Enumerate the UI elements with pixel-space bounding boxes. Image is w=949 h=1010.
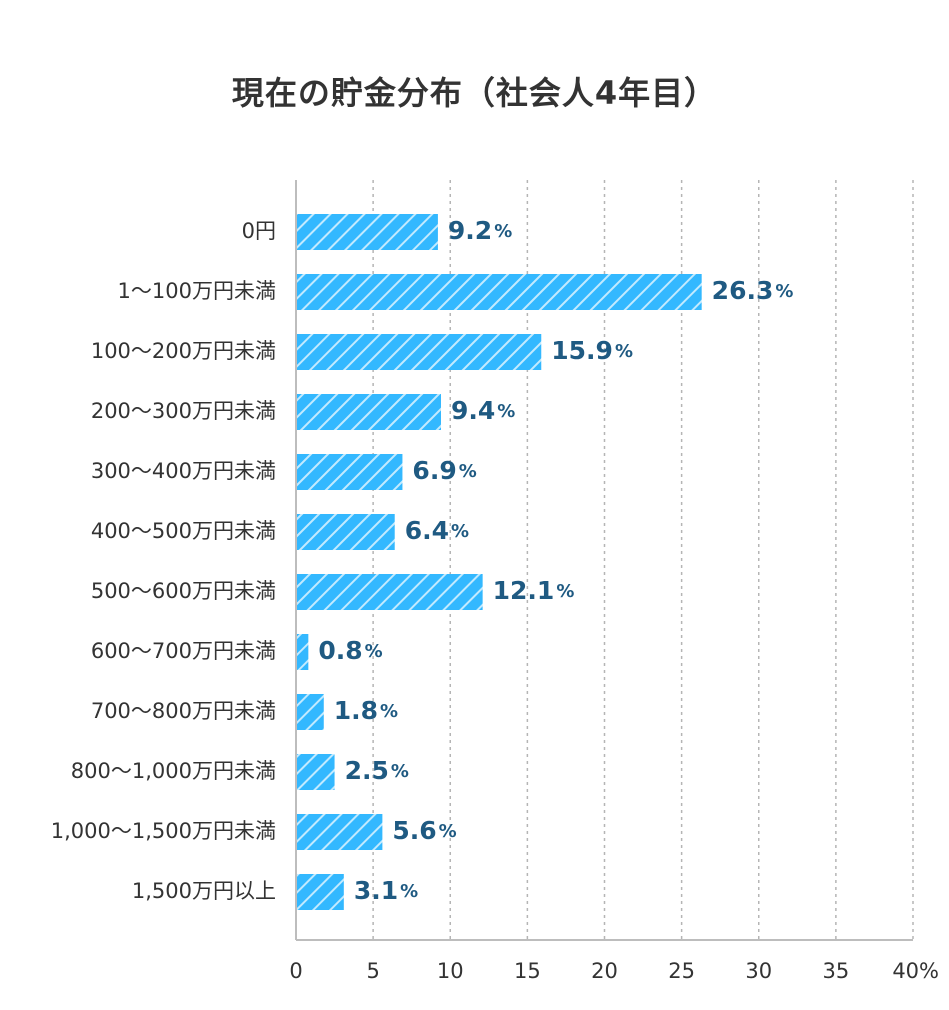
bar xyxy=(296,754,335,790)
value-label: 3.1% xyxy=(354,876,418,905)
category-label: 500〜600万円未満 xyxy=(91,579,276,603)
category-label: 1〜100万円未満 xyxy=(118,279,276,303)
x-tick-label: 25 xyxy=(668,959,695,983)
value-label: 9.2% xyxy=(448,216,512,245)
x-tick-label: 15 xyxy=(514,959,541,983)
category-label: 0円 xyxy=(242,219,276,243)
bar xyxy=(296,514,395,550)
bar xyxy=(296,694,324,730)
category-label: 300〜400万円未満 xyxy=(91,459,276,483)
value-label: 1.8% xyxy=(334,696,398,725)
bar xyxy=(296,274,702,310)
bar xyxy=(296,394,441,430)
category-label: 600〜700万円未満 xyxy=(91,639,276,663)
category-label: 1,000〜1,500万円未満 xyxy=(51,819,276,843)
category-label: 800〜1,000万円未満 xyxy=(71,759,276,783)
x-tick-label: 35 xyxy=(823,959,850,983)
x-tick-label: 0 xyxy=(289,959,302,983)
bar xyxy=(296,874,344,910)
value-label: 2.5% xyxy=(345,756,409,785)
category-label: 1,500万円以上 xyxy=(132,879,276,903)
axes xyxy=(295,180,913,941)
bar xyxy=(296,814,383,850)
x-tick-label: 30 xyxy=(745,959,772,983)
category-label: 100〜200万円未満 xyxy=(91,339,276,363)
value-label: 6.9% xyxy=(412,456,476,485)
bar xyxy=(296,574,483,610)
value-label: 9.4% xyxy=(451,396,515,425)
bar xyxy=(296,634,309,670)
category-label: 700〜800万円未満 xyxy=(91,699,276,723)
bar xyxy=(296,214,438,250)
bars xyxy=(296,214,702,910)
category-label: 200〜300万円未満 xyxy=(91,399,276,423)
value-label: 15.9% xyxy=(551,336,633,365)
value-label: 0.8% xyxy=(318,636,382,665)
value-label: 6.4% xyxy=(405,516,469,545)
category-label: 400〜500万円未満 xyxy=(91,519,276,543)
x-tick-label: 40% xyxy=(892,959,939,983)
x-tick-label: 20 xyxy=(591,959,618,983)
bar xyxy=(296,334,542,370)
bar xyxy=(296,454,403,490)
value-label: 5.6% xyxy=(392,816,456,845)
x-tick-label: 5 xyxy=(366,959,379,983)
x-tick-label: 10 xyxy=(437,959,464,983)
value-label: 12.1% xyxy=(493,576,575,605)
value-label: 26.3% xyxy=(712,276,794,305)
labels: 0円 1〜100万円未満 100〜200万円未満 200〜300万円未満 300〜400… xyxy=(51,216,939,983)
chart-title: 現在の貯金分布（社会人4年目） xyxy=(231,74,718,112)
